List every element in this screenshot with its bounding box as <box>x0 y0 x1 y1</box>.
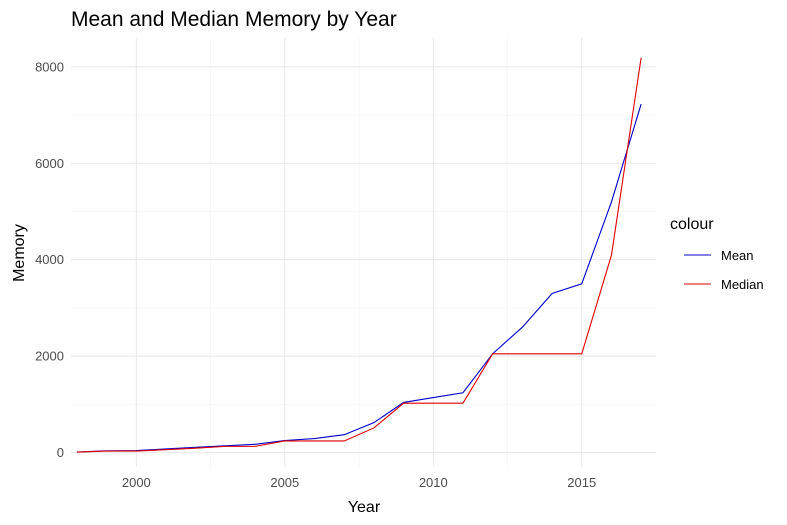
x-tick-labels: 2000 2005 2010 2015 <box>122 475 596 490</box>
x-tick-label: 2010 <box>419 475 448 490</box>
legend-label-mean: Mean <box>721 248 754 263</box>
legend-label-median: Median <box>721 277 764 292</box>
y-tick-label: 8000 <box>35 59 64 74</box>
x-tick-label: 2000 <box>122 475 151 490</box>
y-axis-title: Memory <box>11 224 28 282</box>
y-tick-label: 6000 <box>35 156 64 171</box>
legend-title: colour <box>670 216 714 233</box>
chart-title: Mean and Median Memory by Year <box>71 8 397 31</box>
y-tick-labels: 0 2000 4000 6000 8000 <box>35 59 64 460</box>
series-line-median <box>76 57 642 453</box>
x-tick-label: 2005 <box>270 475 299 490</box>
x-axis-title: Year <box>348 499 381 516</box>
y-tick-label: 2000 <box>35 349 64 364</box>
legend: colour Mean Median <box>670 216 764 292</box>
y-tick-label: 4000 <box>35 252 64 267</box>
grid-lines <box>71 38 656 467</box>
series-lines <box>76 57 642 453</box>
series-line-mean <box>76 103 642 453</box>
x-tick-label: 2015 <box>567 475 596 490</box>
y-tick-label: 0 <box>57 445 64 460</box>
